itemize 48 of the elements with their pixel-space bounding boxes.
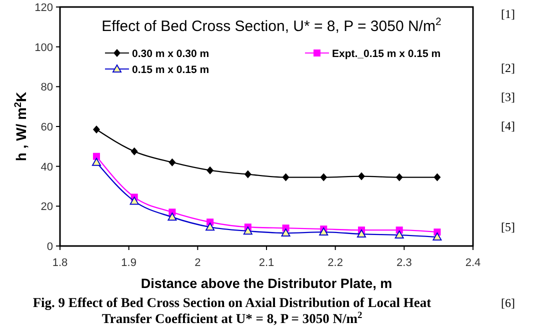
text: [2]	[501, 61, 515, 75]
legend-label: 0.15 m x 0.15 m	[132, 64, 210, 76]
y-tick-label: 20	[40, 201, 53, 214]
y-tick-label: 40	[40, 161, 53, 174]
point	[396, 173, 403, 182]
y-tick-label: 120	[34, 2, 53, 14]
point	[320, 173, 328, 182]
point	[244, 170, 252, 178]
point	[356, 230, 366, 238]
point	[434, 173, 441, 182]
point	[243, 226, 252, 235]
point	[206, 166, 214, 174]
text: [6]	[501, 296, 515, 310]
y-tick-label: 0	[46, 241, 53, 253]
legend-label: 0.30 m x 0.30 m	[132, 48, 210, 60]
x-axis-title: Distance above the Distributor Plate, m	[140, 276, 392, 291]
point	[92, 158, 101, 166]
y-tick-label: 60	[40, 122, 53, 134]
y-tick-label: 80	[40, 82, 53, 94]
point	[394, 230, 404, 239]
legend-label: Expt._0.15 m x 0.15 m	[332, 48, 441, 60]
x-tick-label: 2.3	[396, 257, 412, 269]
point	[319, 228, 328, 236]
text: [3]	[501, 90, 515, 104]
text: Transfer Coefficient at U* = 8, P = 3050 N/m$^{2}$	[102, 311, 362, 326]
x-tick-label: 1.8	[52, 257, 68, 269]
x-tick-label: 2.4	[465, 257, 481, 269]
point	[432, 232, 442, 241]
text: [5]	[501, 220, 515, 234]
point	[92, 152, 100, 160]
x-tick-label: 2	[194, 257, 201, 269]
text: Effect of Bed Cross Section, U* = 8, P = 3050 N/m$^{2}$	[102, 16, 442, 35]
y-tick-label: 100	[34, 42, 53, 54]
text: [4]	[501, 119, 515, 133]
point	[281, 228, 290, 237]
text: [1]	[501, 7, 515, 21]
caption: Fig. 9 Effect of Bed Cross Section on Axial Distribution of Local Heat	[32, 295, 432, 310]
x-tick-label: 2.2	[328, 257, 343, 269]
point	[358, 172, 365, 180]
point	[168, 158, 176, 166]
x-tick-label: 2.1	[258, 257, 274, 269]
point	[130, 147, 138, 156]
point	[92, 125, 100, 134]
point	[130, 196, 139, 205]
point	[168, 212, 177, 221]
point	[282, 173, 290, 182]
point	[206, 222, 215, 231]
x-tick-label: 1.9	[121, 257, 136, 269]
